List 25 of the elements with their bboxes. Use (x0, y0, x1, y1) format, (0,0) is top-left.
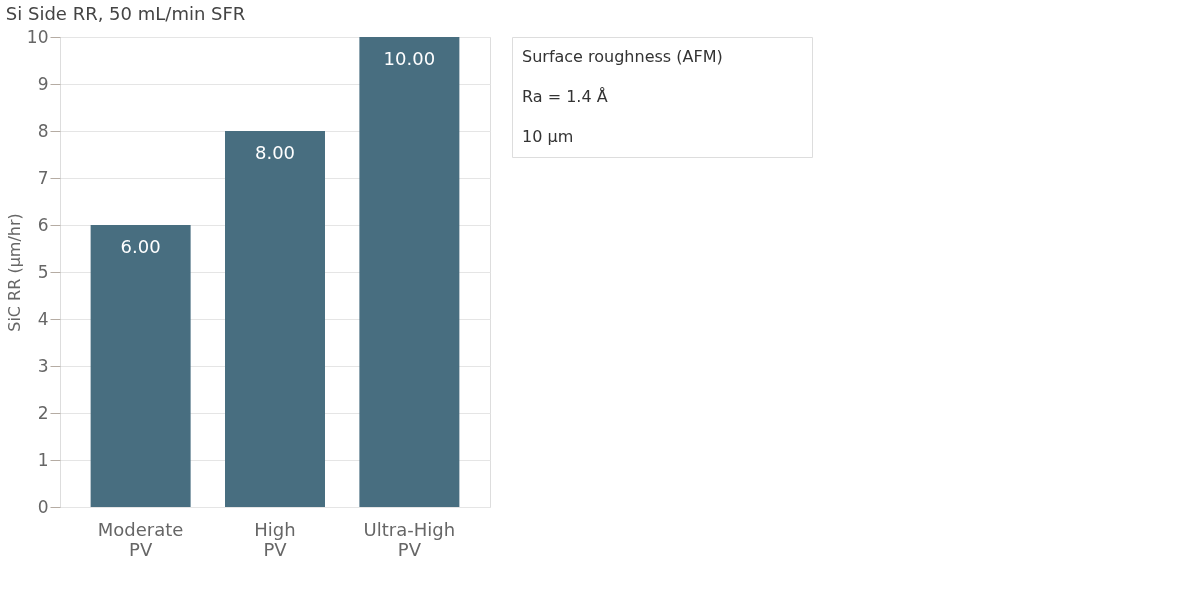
y-axis-title: SiC RR (µm/hr) (4, 213, 24, 332)
bar (359, 37, 460, 507)
y-tick-label: 8 (37, 120, 49, 141)
data-label: 6.00 (120, 236, 161, 257)
y-tick-label: 0 (37, 496, 49, 517)
y-tick-label: 4 (37, 308, 49, 329)
x-tick-label: High PV (254, 518, 296, 560)
bar (90, 225, 191, 507)
y-tick-label: 9 (37, 73, 49, 94)
x-tick-label: Moderate PV (97, 518, 184, 560)
y-tick-label: 5 (37, 261, 49, 282)
y-tick-label: 1 (37, 449, 49, 470)
y-tick-label: 6 (37, 214, 49, 235)
text: Surface roughness (AFM) (522, 47, 723, 66)
bar (225, 131, 325, 507)
x-tick-label: Ultra-High PV (363, 518, 456, 560)
y-tick-label: 7 (37, 167, 49, 188)
data-label: 10.00 (383, 48, 436, 69)
chart-title: Si Side RR, 50 mL/min SFR (5, 2, 246, 24)
data-label: 8.00 (254, 142, 296, 163)
text: 10 µm (522, 127, 574, 146)
y-tick-label: 10 (26, 26, 49, 47)
y-tick-label: 2 (37, 402, 49, 423)
text: Ra = 1.4 Å (522, 87, 608, 106)
y-tick-label: 3 (37, 355, 49, 376)
